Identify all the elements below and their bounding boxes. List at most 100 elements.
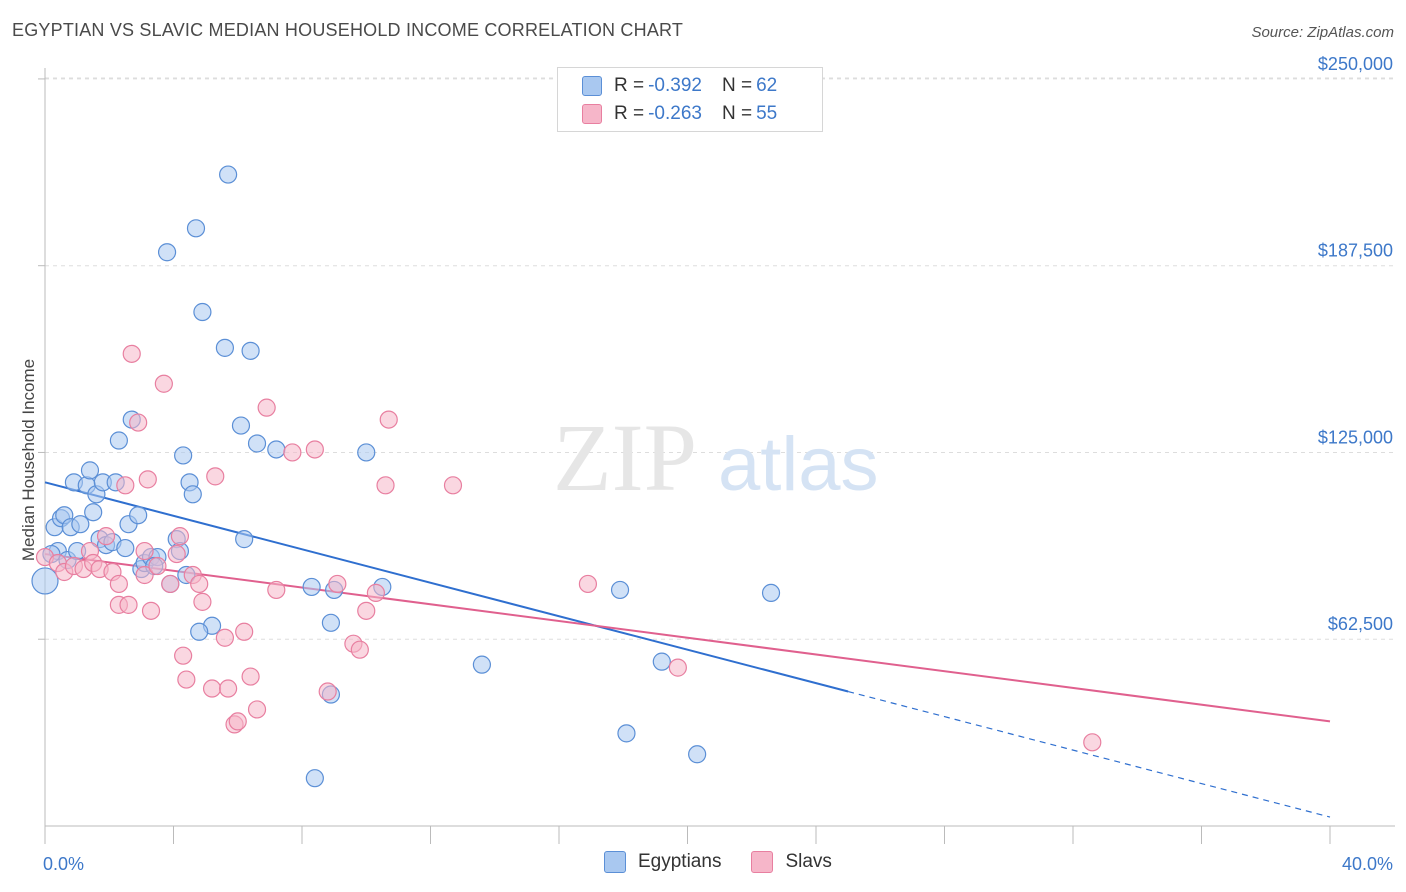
trend-lines (44, 481, 1331, 818)
point-egyptians (193, 302, 212, 322)
axes (38, 68, 1395, 844)
point-egyptians (302, 577, 321, 597)
tick-labels: $62,500 $125,000 $187,500 $250,000 0.0% 40.0% (43, 54, 1393, 874)
trend-line-slavs (44, 553, 1331, 723)
point-slavs (235, 622, 254, 641)
point-slavs (119, 595, 138, 614)
x-tick-label: 0.0% (43, 854, 84, 874)
point-slavs (328, 574, 347, 594)
point-egyptians (241, 341, 260, 360)
point-egyptians (761, 583, 781, 603)
point-slavs (170, 527, 190, 546)
point-slavs (443, 476, 463, 495)
point-egyptians (84, 503, 103, 522)
stats-legend: R = -0.392 N = 62 R = -0.263 N = 55 (557, 67, 823, 132)
point-slavs (161, 574, 180, 594)
legend-row-slavs: R = -0.263 N = 55 (582, 101, 777, 127)
point-slavs (109, 574, 128, 594)
point-egyptians (321, 613, 341, 632)
point-egyptians (610, 580, 630, 600)
point-slavs (219, 679, 238, 698)
x-tick-label: 40.0% (1342, 854, 1393, 874)
n-label: N = (721, 75, 753, 96)
point-egyptians (80, 461, 100, 480)
point-slavs (247, 700, 267, 719)
point-slavs (318, 682, 337, 701)
point-slavs (177, 670, 196, 689)
legend-item-egyptians[interactable]: Egyptians (604, 851, 721, 873)
egyptians-swatch (582, 76, 602, 96)
point-slavs (379, 410, 398, 429)
source-label: Source: ZipAtlas.com (1251, 24, 1394, 41)
point-egyptians (617, 724, 636, 743)
watermark: ZIP atlas (553, 404, 879, 511)
trend-line-egyptians-extension (847, 690, 1331, 818)
point-egyptians (357, 443, 376, 462)
y-tick-label: $62,500 (1328, 614, 1393, 634)
point-slavs (215, 628, 234, 647)
r-value: -0.263 (648, 103, 702, 124)
point-egyptians (472, 655, 491, 674)
point-slavs (122, 344, 141, 363)
r-label: R = (614, 75, 645, 96)
point-egyptians (157, 243, 177, 262)
point-slavs (366, 583, 385, 603)
n-value: 62 (756, 75, 778, 96)
legend-item-slavs[interactable]: Slavs (751, 851, 832, 873)
legend-row-egyptians: R = -0.392 N = 62 (582, 73, 777, 99)
y-axis-title: Median Household Income (19, 359, 38, 561)
point-slavs (135, 541, 154, 561)
point-slavs (257, 398, 276, 417)
point-slavs (267, 580, 286, 600)
point-slavs (283, 443, 302, 462)
point-egyptians (190, 622, 209, 641)
legend-label-slavs: Slavs (785, 851, 832, 872)
point-egyptians (215, 338, 234, 357)
point-slavs (116, 476, 135, 495)
point-egyptians (186, 219, 206, 238)
point-slavs (668, 658, 687, 677)
point-egyptians (129, 506, 148, 525)
r-label: R = (614, 103, 645, 124)
point-egyptians (267, 440, 286, 459)
point-egyptians (652, 652, 671, 671)
point-egyptians (219, 165, 238, 184)
slavs-swatch (582, 104, 602, 124)
point-egyptians (235, 530, 254, 549)
point-egyptians (183, 485, 202, 504)
watermark-zip: ZIP (553, 404, 697, 511)
point-egyptians (71, 515, 90, 534)
point-slavs (350, 640, 369, 659)
point-slavs (135, 565, 154, 585)
point-slavs (190, 574, 209, 594)
point-slavs (167, 544, 186, 564)
point-slavs (376, 476, 395, 495)
n-value: 55 (756, 103, 778, 124)
point-slavs (96, 527, 116, 546)
chart-title: EGYPTIAN VS SLAVIC MEDIAN HOUSEHOLD INCO… (12, 20, 684, 40)
watermark-atlas: atlas (718, 422, 879, 507)
point-slavs (578, 574, 598, 594)
point-slavs (138, 470, 157, 489)
point-egyptians (31, 567, 59, 595)
point-slavs (174, 646, 193, 665)
slavs-swatch (751, 851, 774, 873)
point-slavs (305, 440, 324, 459)
point-slavs (154, 374, 173, 393)
point-slavs (202, 679, 222, 698)
egyptians-swatch (604, 851, 626, 873)
point-egyptians (688, 745, 707, 764)
point-slavs (148, 556, 167, 576)
y-tick-label: $187,500 (1318, 241, 1393, 261)
r-value: -0.392 (648, 75, 702, 96)
point-egyptians (231, 416, 251, 435)
y-tick-label: $125,000 (1318, 427, 1393, 447)
point-egyptians (109, 431, 128, 450)
data-points (31, 165, 1102, 788)
point-slavs (241, 667, 260, 686)
point-egyptians (305, 769, 324, 788)
n-label: N = (721, 103, 753, 124)
legend-label-egyptians: Egyptians (638, 851, 722, 872)
point-slavs (193, 592, 212, 611)
